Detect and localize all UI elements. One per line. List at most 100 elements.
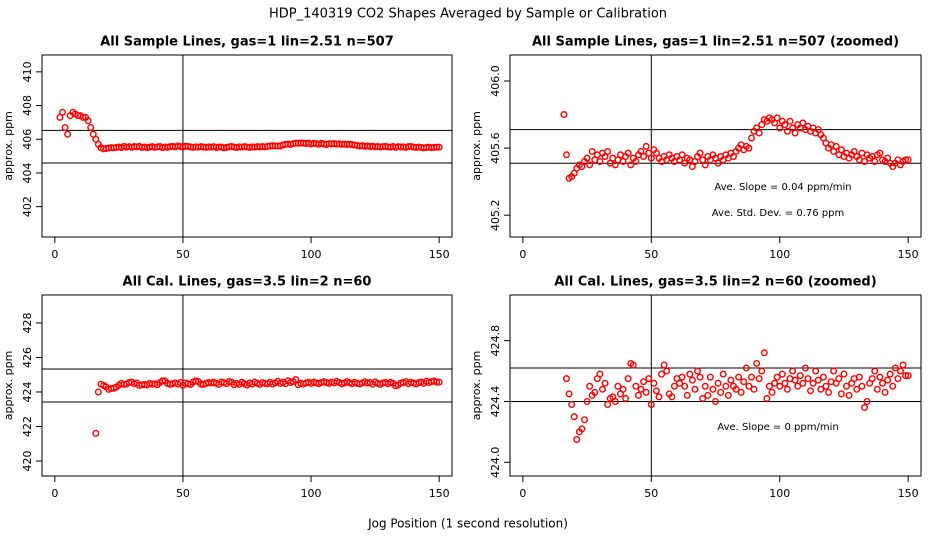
data-point <box>878 379 886 387</box>
data-point <box>735 373 743 381</box>
data-point <box>578 425 586 433</box>
y-tick-label: 408 <box>21 95 34 116</box>
data-point <box>822 382 830 390</box>
data-point <box>763 394 771 402</box>
data-point <box>845 391 853 399</box>
data-point <box>825 388 833 396</box>
data-point <box>61 123 69 131</box>
data-point <box>863 397 871 405</box>
y-tick-label: 424.0 <box>489 447 502 479</box>
data-point <box>765 382 773 390</box>
data-point <box>563 151 571 159</box>
y-axis-label: approx. ppm <box>470 111 483 181</box>
data-point <box>586 161 594 169</box>
x-axis-label: Jog Position (1 second resolution) <box>367 517 568 531</box>
data-point <box>591 388 599 396</box>
y-tick-label: 404 <box>21 162 34 183</box>
data-point <box>435 143 443 151</box>
data-point <box>722 382 730 390</box>
x-tick-label: 100 <box>301 487 322 500</box>
data-point <box>840 370 848 378</box>
data-point <box>701 382 709 390</box>
data-point <box>632 382 640 390</box>
data-point <box>801 364 809 372</box>
y-tick-label: 428 <box>21 312 34 333</box>
annotation: Ave. Slope = 0.04 ppm/min <box>714 182 851 193</box>
data-point <box>634 391 642 399</box>
data-point <box>760 349 768 357</box>
data-point <box>719 370 727 378</box>
data-point <box>627 161 635 169</box>
data-point <box>619 385 627 393</box>
x-tick-label: 50 <box>644 248 658 261</box>
data-point <box>92 429 100 437</box>
data-point <box>807 387 815 395</box>
data-point <box>830 367 838 375</box>
data-point <box>884 376 892 384</box>
plot-box <box>41 294 453 477</box>
data-point <box>583 154 591 162</box>
data-point <box>670 382 678 390</box>
data-point <box>583 397 591 405</box>
y-tick-label: 426 <box>21 347 34 368</box>
y-tick-label: 406 <box>21 129 34 150</box>
data-point <box>640 378 648 386</box>
data-point <box>714 379 722 387</box>
data-point <box>629 361 637 369</box>
y-tick-label: 420 <box>21 450 34 471</box>
data-point <box>732 385 740 393</box>
data-point <box>596 158 604 166</box>
y-tick-label: 424.4 <box>489 386 502 418</box>
annotation: Ave. Slope = 0 ppm/min <box>717 422 838 433</box>
x-tick-label: 150 <box>429 248 450 261</box>
data-point <box>773 114 781 122</box>
data-point <box>676 379 684 387</box>
data-point <box>876 149 884 157</box>
data-point <box>771 379 779 387</box>
data-point <box>686 370 694 378</box>
data-point <box>904 156 912 164</box>
data-point <box>837 146 845 154</box>
data-point <box>704 391 712 399</box>
data-point <box>560 111 568 119</box>
data-point <box>871 367 879 375</box>
data-point <box>737 388 745 396</box>
data-point <box>701 161 709 169</box>
data-point <box>727 376 735 384</box>
data-point <box>655 393 663 401</box>
data-point <box>868 375 876 383</box>
data-point <box>886 370 894 378</box>
x-tick-label: 50 <box>176 248 190 261</box>
data-point <box>791 129 799 137</box>
data-point <box>781 379 789 387</box>
y-tick-label: 406.0 <box>489 65 502 97</box>
data-point <box>902 372 910 380</box>
data-point <box>668 393 676 401</box>
data-point <box>891 364 899 372</box>
y-tick-label: 422 <box>21 416 34 437</box>
data-point <box>663 367 671 375</box>
data-point <box>596 370 604 378</box>
data-point <box>758 367 766 375</box>
data-point <box>896 367 904 375</box>
data-point <box>681 382 689 390</box>
panel-title: All Sample Lines, gas=1 lin=2.51 n=507 (… <box>532 35 899 50</box>
data-point <box>755 129 763 137</box>
data-point <box>647 154 655 162</box>
data-point <box>632 158 640 166</box>
y-axis-label: approx. ppm <box>2 111 15 181</box>
data-point <box>647 401 655 409</box>
data-point <box>645 375 653 383</box>
data-point <box>773 373 781 381</box>
x-tick-label: 100 <box>769 248 790 261</box>
data-point <box>804 375 812 383</box>
data-point <box>652 387 660 395</box>
data-point <box>786 117 794 125</box>
data-point <box>843 382 851 390</box>
data-point <box>624 149 632 157</box>
data-point <box>712 397 720 405</box>
data-point <box>783 385 791 393</box>
data-point <box>580 416 588 424</box>
data-point <box>799 119 807 127</box>
